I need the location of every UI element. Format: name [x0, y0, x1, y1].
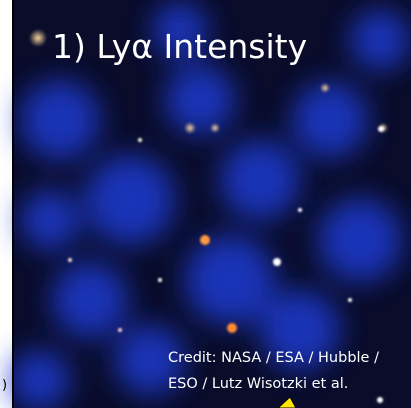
title: 1) Lyα Intensity: [52, 27, 307, 66]
credit-line: ESO / Lutz Wisotzki et al.: [168, 376, 348, 392]
edge-text: ): [2, 378, 7, 393]
credit-line: Credit: NASA / ESA / Hubble /: [168, 350, 379, 366]
slide-crop: 1) Lyα Intensity Credit: NASA / ESA / Hu…: [0, 0, 411, 408]
